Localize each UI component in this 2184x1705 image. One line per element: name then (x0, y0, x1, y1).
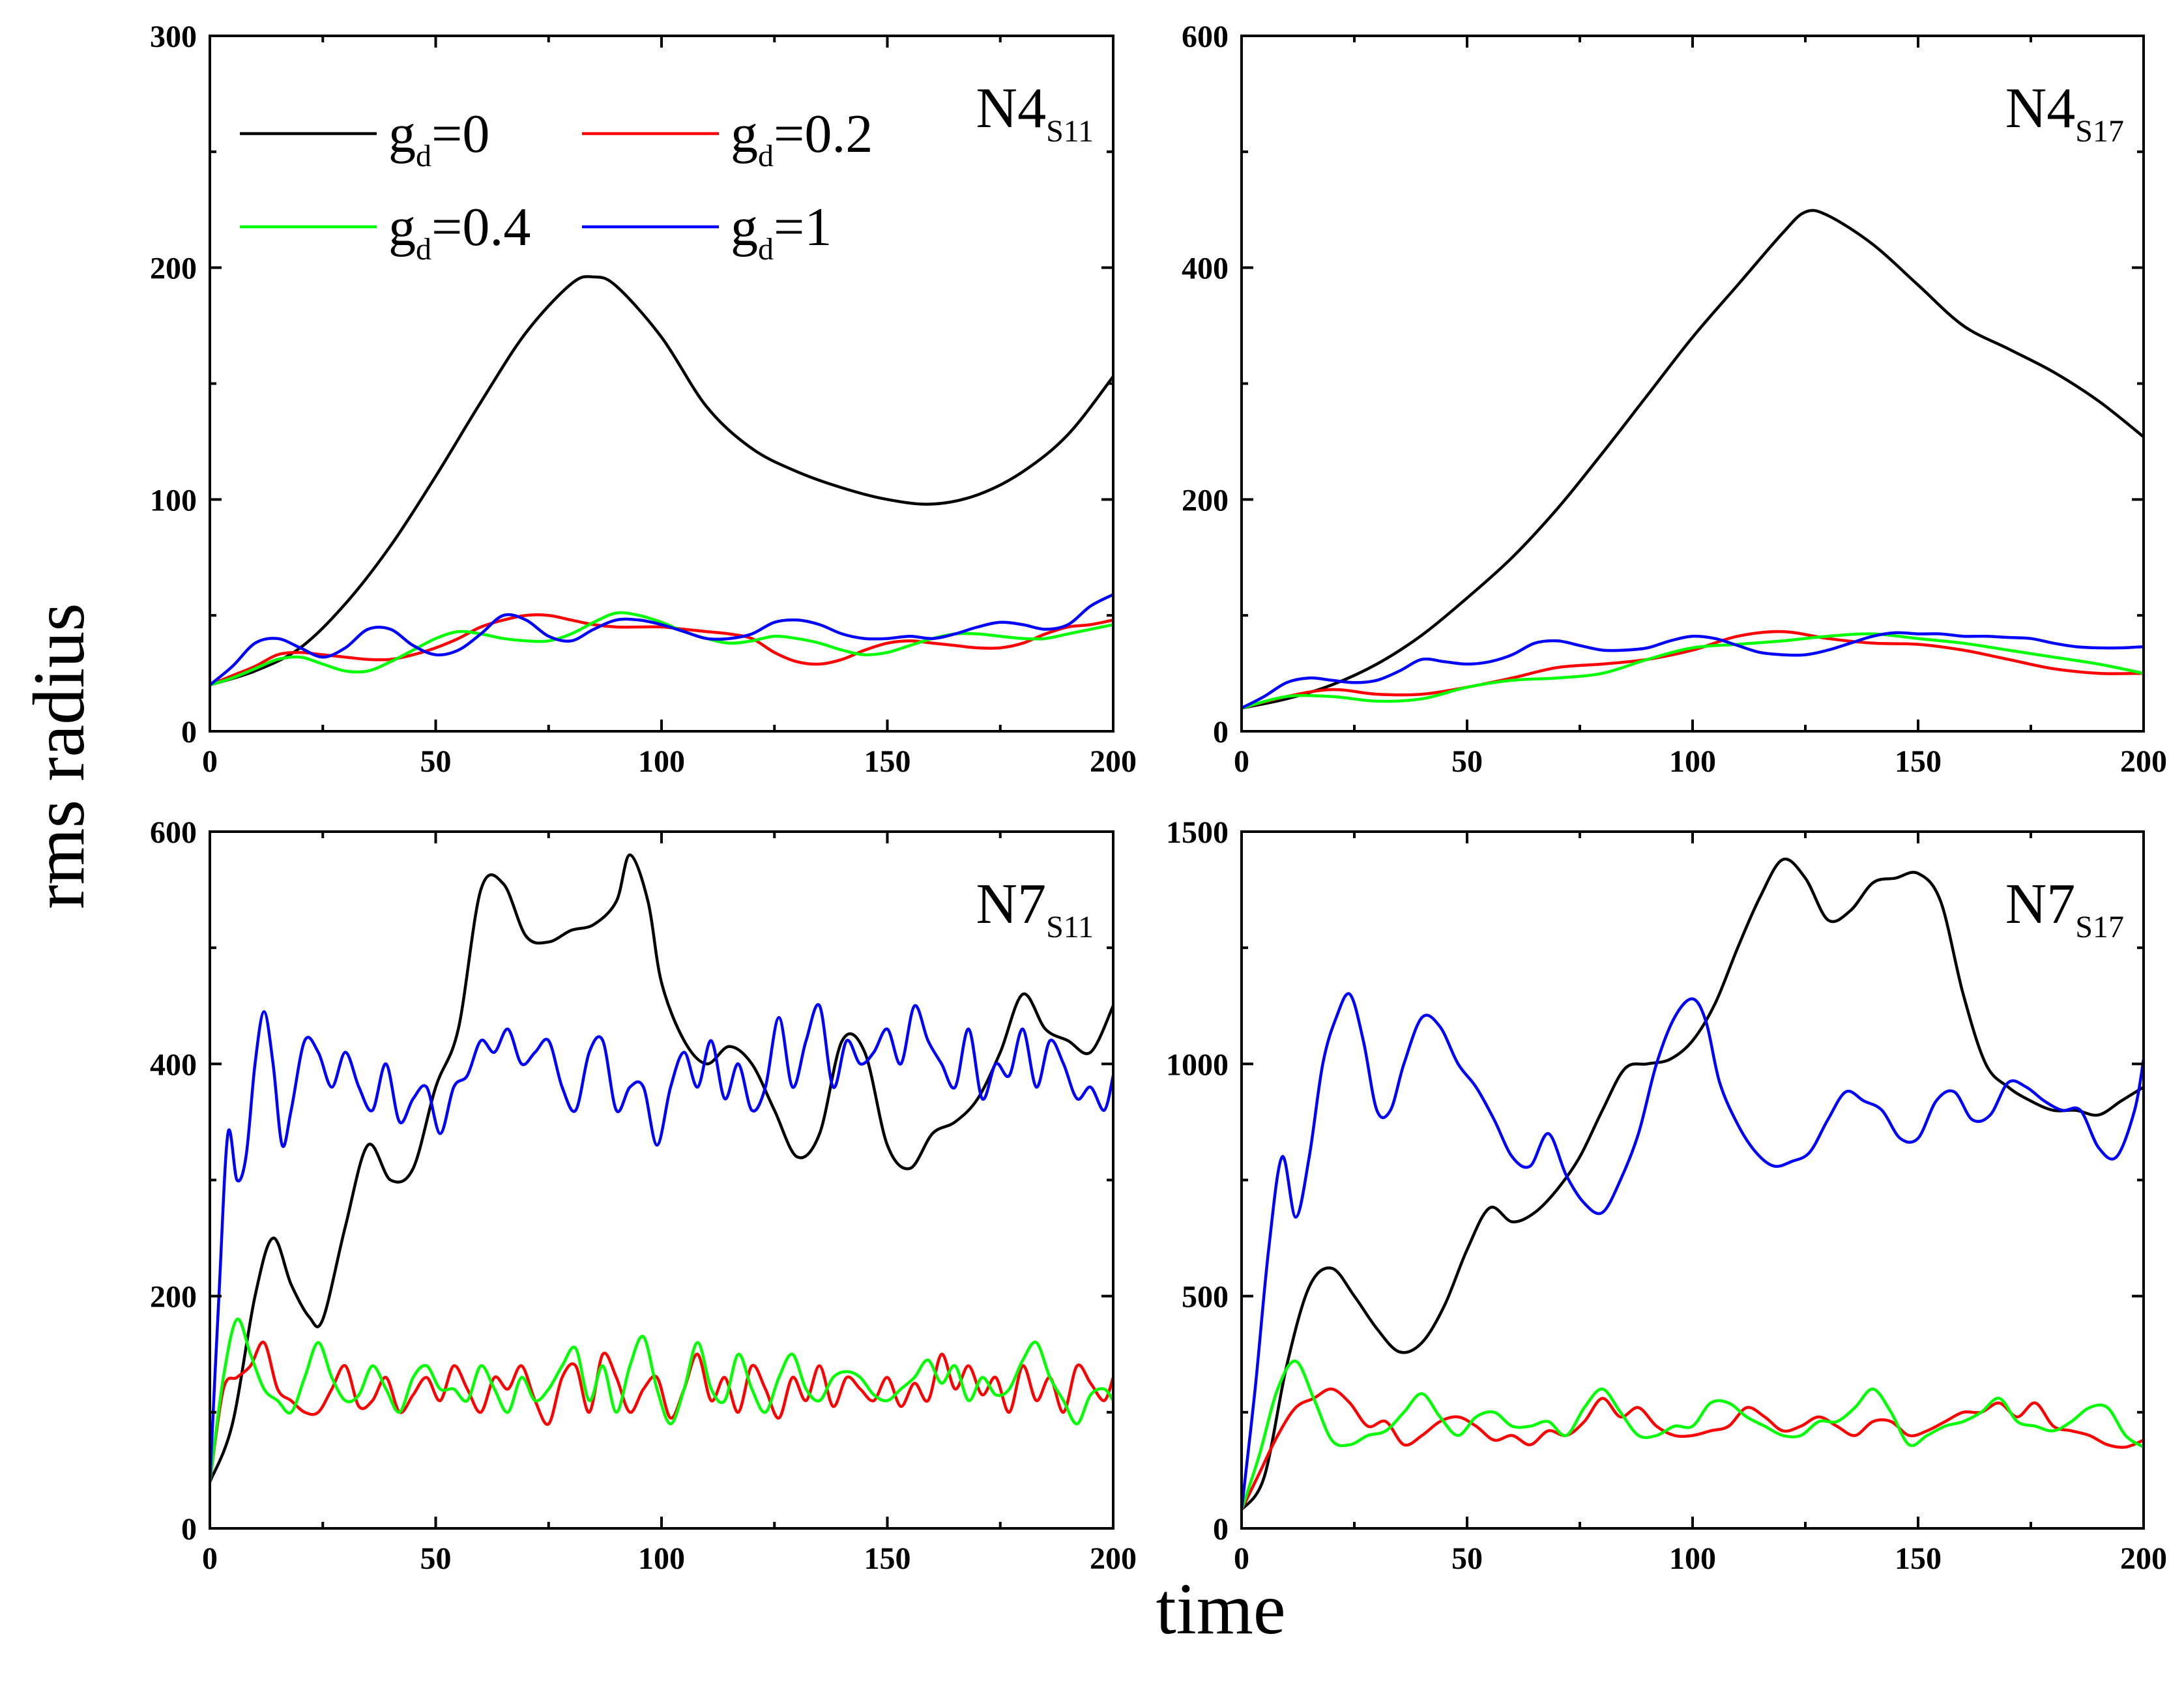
panel-annotation-sub: S17 (2075, 910, 2124, 944)
series-group (210, 275, 1113, 687)
x-tick-label: 50 (1451, 1541, 1483, 1576)
y-tick-label: 100 (150, 483, 197, 517)
panel-annotation-main: N7 (2005, 873, 2076, 936)
series-line-g_d=0.4 (1242, 1360, 2144, 1511)
panel-annotation-main: N4 (2005, 77, 2076, 140)
y-tick-label: 200 (1182, 483, 1229, 517)
x-tick-label: 200 (1090, 744, 1137, 779)
series-line-g_d=1 (1242, 992, 2144, 1511)
y-tick-label: 0 (1213, 1512, 1229, 1547)
y-tick-label: 600 (1182, 20, 1229, 54)
series-group (1242, 209, 2144, 710)
x-tick-label: 0 (1234, 744, 1249, 779)
y-axis-label: rms radius (19, 603, 100, 909)
x-tick-label: 100 (1669, 1541, 1716, 1576)
series-line-g_d=0.4 (1242, 632, 2144, 710)
legend-label: gd=0.2 (731, 104, 873, 173)
series-line-g_d=0 (1242, 857, 2144, 1511)
series-line-g_d=1 (210, 1003, 1113, 1483)
series-line-g_d=0.4 (210, 1317, 1113, 1483)
y-tick-label: 500 (1182, 1280, 1229, 1315)
panel-annotation-main: N4 (976, 77, 1047, 140)
x-tick-label: 0 (1234, 1541, 1249, 1576)
panel-annotation: N4S17 (2005, 77, 2124, 149)
x-tick-label: 100 (638, 744, 685, 779)
y-tick-label: 200 (150, 1280, 197, 1315)
panel-annotation-sub: S17 (2075, 114, 2124, 149)
panel-annotation: N7S11 (976, 873, 1094, 944)
series-line-g_d=0 (210, 275, 1113, 687)
series-line-g_d=0 (210, 853, 1113, 1483)
legend-item: gd=0 (240, 104, 489, 173)
x-tick-label: 200 (1090, 1541, 1137, 1576)
y-tick-label: 1500 (1166, 815, 1229, 850)
legend-label: gd=0.4 (388, 197, 531, 267)
x-tick-label: 50 (420, 1541, 452, 1576)
x-tick-label: 150 (1895, 744, 1942, 779)
plot-frame (1240, 35, 2145, 733)
x-tick-label: 0 (202, 744, 218, 779)
y-tick-label: 0 (181, 1512, 197, 1547)
y-tick-label: 200 (150, 252, 197, 286)
series-line-g_d=1 (210, 592, 1113, 687)
x-tick-label: 150 (864, 1541, 911, 1576)
y-tick-label: 0 (181, 715, 197, 750)
x-tick-label: 150 (864, 744, 911, 779)
x-tick-label: 200 (2120, 744, 2167, 779)
y-tick-label: 300 (150, 20, 197, 54)
panel-annotation: N4S11 (976, 77, 1094, 149)
x-axis-label: time (1156, 1569, 1285, 1650)
x-tick-label: 50 (420, 744, 452, 779)
legend: gd=0 gd=0.2 gd=0.4 gd=1 (240, 104, 873, 267)
x-tick-label: 50 (1451, 744, 1483, 779)
series-group (210, 853, 1113, 1483)
panel-annotation-main: N7 (976, 873, 1047, 936)
series-line-g_d=0.2 (210, 613, 1113, 687)
x-tick-label: 100 (638, 1541, 685, 1576)
panel-annotation-sub: S11 (1046, 114, 1094, 149)
y-tick-label: 400 (1182, 252, 1229, 286)
panel-3: 0 50 100 150 200 0 200 400 600 N7S11 (150, 815, 1137, 1576)
y-tick-label: 1000 (1166, 1047, 1229, 1082)
legend-item: gd=0.2 (582, 104, 873, 173)
x-tick-label: 100 (1669, 744, 1716, 779)
panel-annotation: N7S17 (2005, 873, 2124, 944)
panel-2: 0 50 100 150 200 0 200 400 600 N4S17 (1182, 20, 2167, 779)
series-line-g_d=1 (1242, 631, 2144, 710)
legend-label: gd=0 (388, 104, 489, 173)
series-line-g_d=0.2 (1242, 630, 2144, 710)
y-tick-label: 600 (150, 815, 197, 850)
panel-4: 0 50 100 150 200 0 500 1000 1500 N7S17 (1166, 815, 2167, 1576)
legend-item: gd=0.4 (240, 197, 531, 267)
x-tick-label: 0 (202, 1541, 218, 1576)
series-line-g_d=0.2 (210, 1341, 1113, 1483)
panel-1: 0 50 100 150 200 0 100 200 300 N4S11 (150, 20, 1137, 779)
series-line-g_d=0 (1242, 209, 2144, 710)
legend-item: gd=1 (582, 197, 832, 267)
x-tick-label: 200 (2120, 1541, 2167, 1576)
series-group (1242, 857, 2144, 1511)
y-tick-label: 0 (1213, 715, 1229, 750)
legend-label: gd=1 (731, 197, 832, 267)
x-tick-label: 150 (1895, 1541, 1942, 1576)
panel-annotation-sub: S11 (1046, 910, 1094, 944)
y-tick-label: 400 (150, 1047, 197, 1082)
plot-frame (209, 830, 1114, 1530)
